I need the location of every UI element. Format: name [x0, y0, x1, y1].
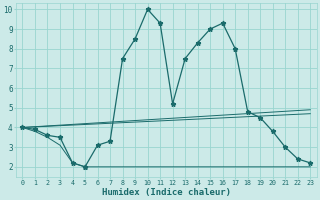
X-axis label: Humidex (Indice chaleur): Humidex (Indice chaleur): [102, 188, 231, 197]
